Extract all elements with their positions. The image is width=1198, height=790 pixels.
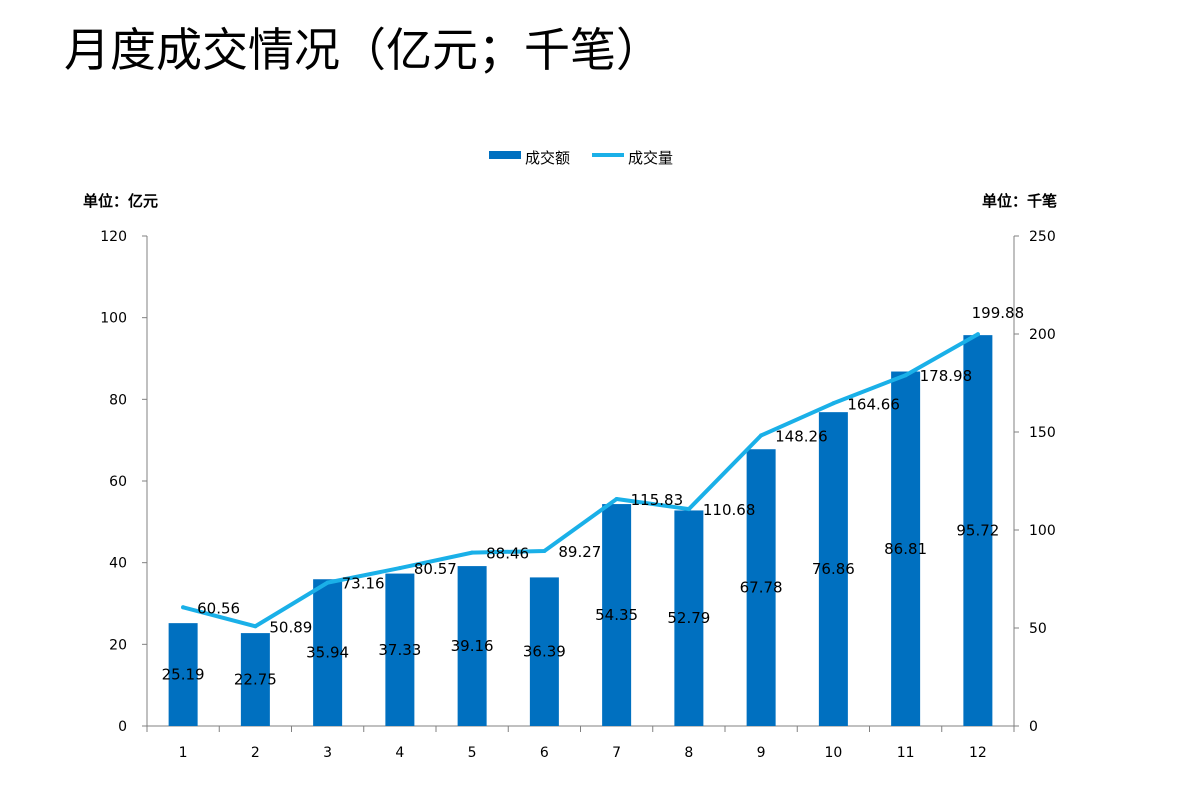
bar: [818, 412, 848, 726]
bar-data-label: 76.86: [812, 560, 855, 578]
bar-data-label: 36.39: [523, 643, 566, 661]
bar-data-label: 54.35: [595, 606, 638, 624]
x-tick-label: 6: [540, 745, 549, 761]
x-tick-label: 7: [612, 745, 621, 761]
x-tick-label: 11: [897, 745, 915, 761]
line-data-label: 199.88: [972, 304, 1025, 322]
line-data-label: 148.26: [775, 427, 828, 445]
x-tick-label: 3: [323, 745, 332, 761]
x-tick-label: 5: [468, 745, 477, 761]
bar: [168, 623, 198, 726]
legend-swatch-bar: [489, 151, 521, 159]
y-left-tick-label: 0: [118, 719, 127, 735]
x-tick-label: 4: [395, 745, 404, 761]
legend-label-bar: 成交额: [525, 149, 570, 167]
bar: [529, 577, 559, 726]
line-data-label: 178.98: [920, 367, 973, 385]
line-point: [325, 580, 330, 585]
y-right-tick-label: 150: [1029, 425, 1056, 441]
y-right-tick-label: 100: [1029, 523, 1056, 539]
x-tick-label: 8: [684, 745, 693, 761]
bar-data-label: 39.16: [451, 637, 494, 655]
bar: [891, 371, 921, 726]
x-tick-label: 12: [969, 745, 987, 761]
data-labels: 25.19 22.75 35.94 37.33 39.16 36.39 54.35 52.79…: [162, 304, 1024, 688]
bar: [313, 579, 343, 726]
line-point: [181, 605, 186, 610]
bar: [240, 633, 270, 726]
bar-data-label: 22.75: [234, 671, 277, 689]
x-tick-label: 9: [757, 745, 766, 761]
x-tick-label: 10: [824, 745, 842, 761]
bar-data-label: 37.33: [378, 641, 421, 659]
bar-data-label: 25.19: [162, 666, 205, 684]
bar-data-label: 95.72: [956, 522, 999, 540]
y-right-tick-label: 250: [1029, 229, 1056, 245]
line-point: [614, 496, 619, 501]
legend-label-line: 成交量: [628, 149, 673, 167]
bar: [457, 566, 487, 726]
line-data-label: 110.68: [703, 501, 756, 519]
y-right-axis-label: 单位：千笔: [982, 192, 1057, 210]
bar-data-label: 52.79: [667, 609, 710, 627]
y-right-tick-label: 200: [1029, 327, 1056, 343]
line-data-label: 88.46: [486, 545, 529, 563]
bar-data-label: 67.78: [740, 579, 783, 597]
y-right-tick-label: 50: [1029, 621, 1047, 637]
line-data-label: 164.66: [847, 395, 900, 413]
y-right-tick-label: 0: [1029, 719, 1038, 735]
line-point: [397, 566, 402, 571]
y-left-tick-label: 100: [100, 311, 127, 327]
line-point: [542, 549, 547, 554]
y-left-tick-label: 20: [109, 637, 127, 653]
y-left-tick-label: 120: [100, 229, 127, 245]
line-series-path: [181, 332, 980, 629]
x-tick-label: 1: [179, 745, 188, 761]
y-left-tick-label: 80: [109, 392, 127, 408]
page-title: 月度成交情况（亿元；千笔）: [64, 23, 662, 77]
line-point: [903, 373, 908, 378]
chart-legend: 成交额 成交量: [489, 149, 673, 167]
bar-data-label: 35.94: [306, 644, 349, 662]
bar-series: [168, 335, 993, 726]
line-data-label: 50.89: [269, 618, 312, 636]
line-point: [686, 507, 691, 512]
line-data-label: 80.57: [414, 560, 457, 578]
line-data-label: 60.56: [197, 599, 240, 617]
y-left-tick-label: 40: [109, 556, 127, 572]
bar-data-label: 86.81: [884, 540, 927, 558]
line-data-label: 73.16: [342, 575, 385, 593]
line-series: [181, 332, 980, 629]
bar: [963, 335, 993, 726]
line-point: [975, 332, 980, 337]
line-point: [831, 401, 836, 406]
bar: [746, 449, 776, 726]
line-data-label: 115.83: [631, 491, 684, 509]
line-point: [759, 433, 764, 438]
bar: [674, 510, 704, 726]
line-data-label: 89.27: [558, 543, 601, 561]
y-left-tick-label: 60: [109, 474, 127, 490]
line-point: [253, 624, 258, 629]
x-tick-label: 2: [251, 745, 260, 761]
bar: [602, 504, 632, 726]
y-left-axis-label: 单位：亿元: [83, 192, 158, 210]
line-point: [470, 550, 475, 555]
bar: [385, 573, 415, 726]
